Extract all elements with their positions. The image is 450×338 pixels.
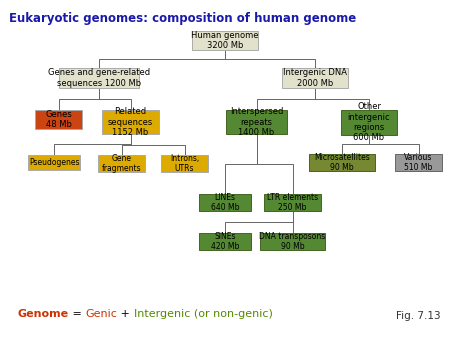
Text: Gene
fragments: Gene fragments [102,154,141,173]
Text: LINEs
640 Mb: LINEs 640 Mb [211,193,239,212]
FancyBboxPatch shape [98,155,145,172]
FancyBboxPatch shape [309,154,375,171]
Text: Genes
48 Mb: Genes 48 Mb [45,110,72,129]
Text: Pseudogenes: Pseudogenes [29,158,79,167]
Text: Various
510 Mb: Various 510 Mb [404,153,433,172]
FancyBboxPatch shape [192,31,258,50]
Text: Human genome
3200 Mb: Human genome 3200 Mb [191,31,259,50]
Text: Interspersed
repeats
1400 Mb: Interspersed repeats 1400 Mb [230,107,283,137]
Text: LTR elements
250 Mb: LTR elements 250 Mb [267,193,318,212]
FancyBboxPatch shape [102,110,159,134]
Text: Microsatellites
90 Mb: Microsatellites 90 Mb [314,153,370,172]
Text: Intergenic DNA
2000 Mb: Intergenic DNA 2000 Mb [283,68,347,88]
Text: Related
sequences
1152 Mb: Related sequences 1152 Mb [108,107,153,137]
FancyBboxPatch shape [199,194,251,211]
FancyBboxPatch shape [28,155,80,170]
FancyBboxPatch shape [260,233,325,250]
Text: SINEs
420 Mb: SINEs 420 Mb [211,232,239,251]
FancyBboxPatch shape [161,155,208,172]
FancyBboxPatch shape [341,110,397,135]
Text: Other
intergenic
regions
600 Mb: Other intergenic regions 600 Mb [348,102,390,142]
Text: Introns,
UTRs: Introns, UTRs [170,154,199,173]
Text: =: = [69,309,86,319]
Text: Intergenic (or non-genic): Intergenic (or non-genic) [134,309,273,319]
Text: Genes and gene-related
sequences 1200 Mb: Genes and gene-related sequences 1200 Mb [48,68,150,88]
Text: DNA transposons
90 Mb: DNA transposons 90 Mb [259,232,326,251]
Text: +: + [117,309,134,319]
FancyBboxPatch shape [264,194,321,211]
Text: Genome: Genome [18,309,69,319]
FancyBboxPatch shape [395,154,442,171]
FancyBboxPatch shape [282,68,348,88]
Text: Genic: Genic [86,309,117,319]
FancyBboxPatch shape [35,110,82,129]
Text: Fig. 7.13: Fig. 7.13 [396,311,441,321]
Text: Eukaryotic genomes: composition of human genome: Eukaryotic genomes: composition of human… [9,12,356,25]
FancyBboxPatch shape [199,233,251,250]
FancyBboxPatch shape [59,68,139,88]
FancyBboxPatch shape [226,110,287,134]
